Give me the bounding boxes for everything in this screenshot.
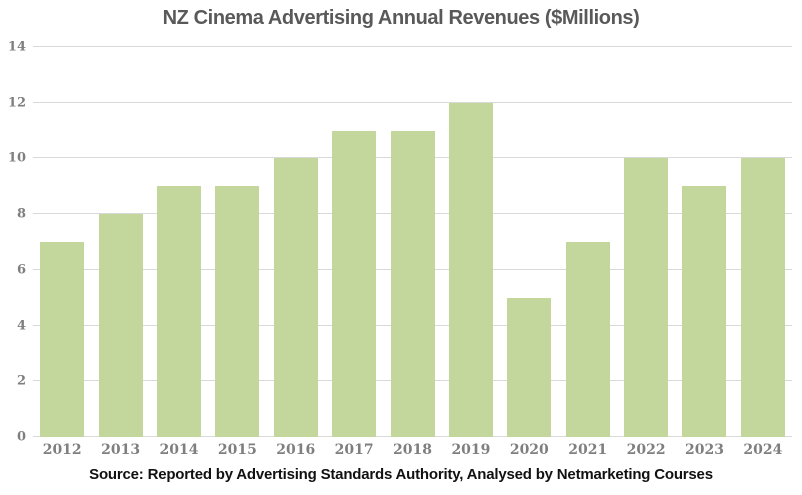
y-tick-label: 14 [7, 39, 26, 55]
bar-slot [325, 47, 383, 437]
bar-2012 [40, 242, 85, 437]
x-tick-label: 2024 [743, 442, 783, 458]
x-tick-label: 2019 [451, 442, 491, 458]
bar-2016 [273, 158, 318, 437]
plot-area [33, 46, 792, 437]
x-tick-label: 2012 [42, 442, 82, 458]
source-note: Source: Reported by Advertising Standard… [89, 466, 713, 483]
bar-slot [442, 47, 500, 437]
bar-slot [617, 47, 675, 437]
x-tick-label: 2015 [217, 442, 257, 458]
bar-slot [91, 47, 149, 437]
gridline [33, 46, 792, 47]
bar-slot [267, 47, 325, 437]
bar-slot [734, 47, 792, 437]
y-tick-label: 6 [16, 262, 26, 278]
y-tick-label: 2 [16, 373, 26, 389]
bar-slot [500, 47, 558, 437]
x-tick-label: 2023 [685, 442, 724, 458]
bar-2013 [98, 214, 143, 437]
y-tick-label: 12 [7, 95, 26, 111]
bar-slot [559, 47, 617, 437]
y-tick-label: 8 [16, 206, 26, 222]
bar-2021 [565, 242, 610, 437]
bar-slot [208, 47, 266, 437]
bar-2020 [507, 297, 552, 437]
bar-2014 [156, 186, 201, 437]
x-tick-label: 2021 [568, 442, 608, 458]
gridline [33, 101, 792, 103]
x-tick-label: 2022 [626, 442, 666, 458]
bar-slot [675, 47, 733, 437]
y-tick-label: 10 [7, 150, 26, 166]
x-tick-label: 2014 [159, 442, 199, 458]
bar-2019 [448, 102, 493, 437]
bar-2017 [332, 130, 377, 437]
x-tick-label: 2016 [276, 442, 316, 458]
bar-2024 [740, 158, 785, 437]
bar-slot [150, 47, 208, 437]
bar-2023 [682, 186, 727, 437]
x-tick-label: 2017 [334, 442, 374, 458]
bar-slot [383, 47, 441, 437]
bar-slot [33, 47, 91, 437]
x-tick-label: 2020 [509, 442, 549, 458]
bar-2015 [215, 186, 260, 437]
y-tick-label: 0 [16, 429, 26, 445]
x-tick-label: 2018 [393, 442, 433, 458]
bar-series [33, 47, 792, 437]
y-axis-labels: 0 2 4 6 8 10 12 14 [0, 40, 26, 445]
bar-2022 [624, 158, 669, 437]
x-tick-label: 2013 [101, 442, 141, 458]
x-axis-labels: 2012 2013 2014 2015 2016 2017 2018 2019 2020 2021… [33, 442, 792, 458]
y-tick-label: 4 [16, 318, 26, 334]
bar-2018 [390, 130, 435, 437]
chart-title: NZ Cinema Advertising Annual Revenues ($… [162, 7, 640, 29]
